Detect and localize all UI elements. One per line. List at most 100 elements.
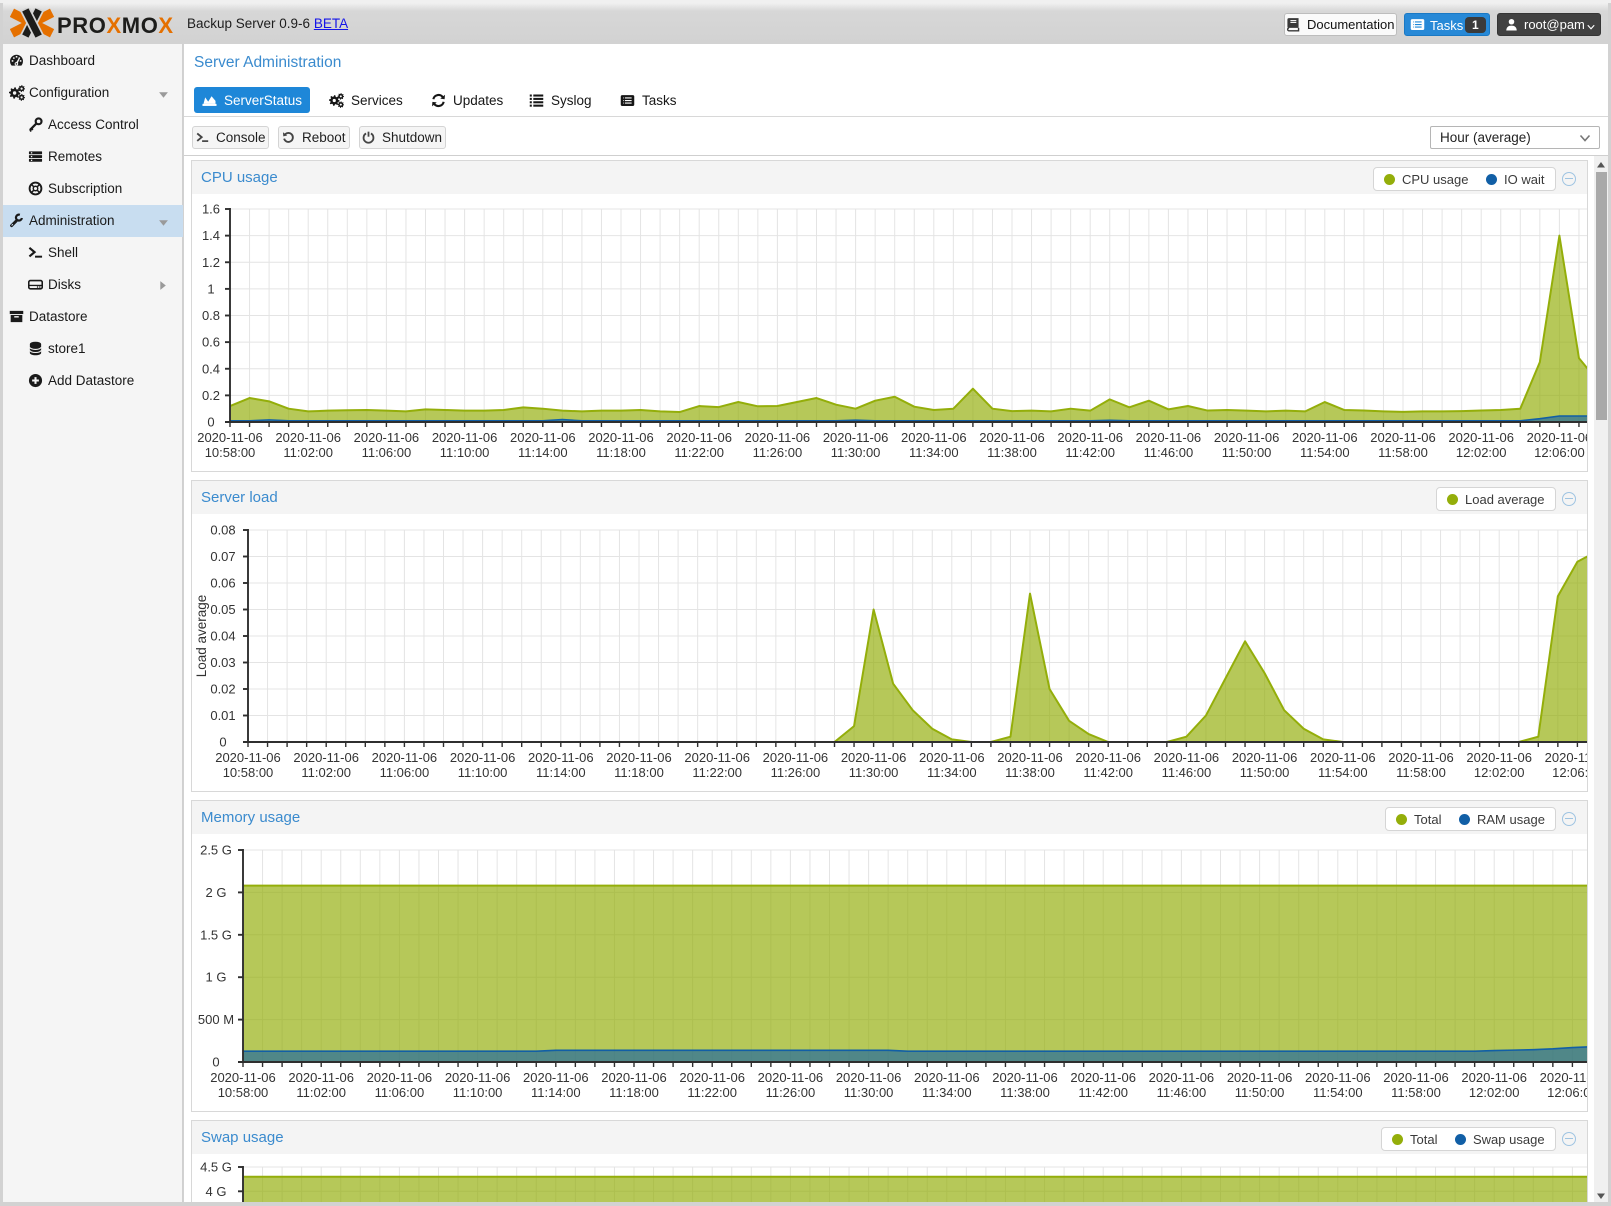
svg-text:2020-11-06: 2020-11-06: [841, 750, 907, 765]
svg-text:11:42:00: 11:42:00: [1065, 445, 1115, 460]
svg-text:11:02:00: 11:02:00: [296, 1085, 346, 1100]
svg-text:2020-11-06: 2020-11-06: [1383, 1070, 1449, 1085]
svg-text:11:18:00: 11:18:00: [609, 1085, 659, 1100]
svg-text:12:02:00: 12:02:00: [1474, 765, 1525, 780]
svg-text:10:58:00: 10:58:00: [218, 1085, 269, 1100]
svg-text:2020-11-06: 2020-11-06: [1154, 750, 1220, 765]
svg-text:11:50:00: 11:50:00: [1240, 765, 1290, 780]
svg-text:2020-11-06: 2020-11-06: [1232, 750, 1298, 765]
svg-text:2020-11-06: 2020-11-06: [914, 1070, 980, 1085]
svg-text:2020-11-06: 2020-11-06: [1527, 430, 1587, 445]
svg-text:2020-11-06: 2020-11-06: [992, 1070, 1058, 1085]
svg-text:2020-11-06: 2020-11-06: [197, 430, 263, 445]
svg-text:2020-11-06: 2020-11-06: [432, 430, 498, 445]
svg-text:2020-11-06: 2020-11-06: [1070, 1070, 1136, 1085]
svg-text:11:58:00: 11:58:00: [1396, 765, 1446, 780]
svg-text:11:34:00: 11:34:00: [922, 1085, 972, 1100]
svg-text:11:14:00: 11:14:00: [531, 1085, 581, 1100]
svg-text:2020-11-06: 2020-11-06: [823, 430, 889, 445]
svg-text:2020-11-06: 2020-11-06: [450, 750, 516, 765]
svg-text:10:58:00: 10:58:00: [205, 445, 256, 460]
svg-text:2020-11-06: 2020-11-06: [588, 430, 654, 445]
svg-text:1.6: 1.6: [202, 202, 220, 217]
svg-text:2020-11-06: 2020-11-06: [523, 1070, 589, 1085]
svg-text:11:46:00: 11:46:00: [1157, 1085, 1207, 1100]
svg-text:0.01: 0.01: [210, 708, 235, 723]
svg-text:2020-11-06: 2020-11-06: [1057, 430, 1123, 445]
svg-text:2020-11-06: 2020-11-06: [288, 1070, 354, 1085]
svg-text:2020-11-06: 2020-11-06: [758, 1070, 824, 1085]
svg-text:11:06:00: 11:06:00: [362, 445, 412, 460]
svg-text:1.5 G: 1.5 G: [200, 927, 232, 942]
svg-text:0.6: 0.6: [202, 335, 220, 350]
svg-text:11:30:00: 11:30:00: [844, 1085, 894, 1100]
svg-text:12:02:00: 12:02:00: [1456, 445, 1507, 460]
svg-text:11:22:00: 11:22:00: [692, 765, 742, 780]
svg-text:2020-11-06: 2020-11-06: [528, 750, 594, 765]
svg-text:11:14:00: 11:14:00: [536, 765, 586, 780]
svg-text:11:54:00: 11:54:00: [1318, 765, 1368, 780]
svg-text:2020-11-06: 2020-11-06: [901, 430, 967, 445]
svg-text:2020-11-06: 2020-11-06: [763, 750, 829, 765]
svg-text:2020-11-06: 2020-11-06: [1466, 750, 1532, 765]
svg-text:11:34:00: 11:34:00: [909, 445, 959, 460]
svg-text:11:26:00: 11:26:00: [766, 1085, 816, 1100]
svg-text:2020-11-06: 2020-11-06: [1370, 430, 1436, 445]
svg-text:2020-11-06: 2020-11-06: [445, 1070, 511, 1085]
svg-text:11:38:00: 11:38:00: [1005, 765, 1055, 780]
svg-text:2020-11-06: 2020-11-06: [919, 750, 985, 765]
svg-text:2020-11-06: 2020-11-06: [367, 1070, 433, 1085]
svg-text:0: 0: [207, 415, 214, 430]
svg-text:2020-11-06: 2020-11-06: [354, 430, 420, 445]
svg-text:11:26:00: 11:26:00: [753, 445, 803, 460]
svg-text:2020-11-06: 2020-11-06: [210, 1070, 276, 1085]
svg-text:2020-11-06: 2020-11-06: [666, 430, 732, 445]
svg-text:2020-11-06: 2020-11-06: [275, 430, 341, 445]
svg-text:11:42:00: 11:42:00: [1078, 1085, 1128, 1100]
svg-text:2020-11-06: 2020-11-06: [1075, 750, 1141, 765]
svg-text:0.2: 0.2: [202, 388, 220, 403]
svg-text:11:02:00: 11:02:00: [301, 765, 351, 780]
svg-text:2020-11-06: 2020-11-06: [745, 430, 811, 445]
svg-text:2020-11-06: 2020-11-06: [1540, 1070, 1587, 1085]
svg-text:0.06: 0.06: [210, 576, 235, 591]
svg-text:11:06:00: 11:06:00: [375, 1085, 425, 1100]
svg-text:12:06:00: 12:06:00: [1552, 765, 1587, 780]
svg-text:11:02:00: 11:02:00: [283, 445, 333, 460]
svg-text:2020-11-06: 2020-11-06: [1310, 750, 1376, 765]
svg-text:12:06:00: 12:06:00: [1547, 1085, 1587, 1100]
svg-text:500 M: 500 M: [198, 1012, 234, 1027]
svg-text:2020-11-06: 2020-11-06: [997, 750, 1063, 765]
svg-text:11:58:00: 11:58:00: [1378, 445, 1428, 460]
svg-text:Load average: Load average: [194, 595, 209, 678]
svg-text:11:58:00: 11:58:00: [1391, 1085, 1441, 1100]
svg-text:2.5 G: 2.5 G: [200, 843, 232, 858]
svg-text:2020-11-06: 2020-11-06: [1461, 1070, 1527, 1085]
svg-text:11:10:00: 11:10:00: [458, 765, 508, 780]
svg-text:2020-11-06: 2020-11-06: [1388, 750, 1454, 765]
svg-text:2020-11-06: 2020-11-06: [1136, 430, 1202, 445]
svg-text:1 G: 1 G: [206, 970, 227, 985]
svg-text:11:18:00: 11:18:00: [614, 765, 664, 780]
svg-text:2020-11-06: 2020-11-06: [679, 1070, 745, 1085]
svg-text:11:38:00: 11:38:00: [987, 445, 1037, 460]
svg-text:1.4: 1.4: [202, 228, 220, 243]
svg-text:11:54:00: 11:54:00: [1313, 1085, 1363, 1100]
svg-text:2020-11-06: 2020-11-06: [215, 750, 281, 765]
svg-text:1: 1: [207, 281, 214, 296]
svg-text:0: 0: [219, 735, 226, 750]
svg-text:11:22:00: 11:22:00: [674, 445, 724, 460]
svg-text:11:14:00: 11:14:00: [518, 445, 568, 460]
svg-text:2020-11-06: 2020-11-06: [684, 750, 750, 765]
svg-text:2020-11-06: 2020-11-06: [372, 750, 438, 765]
svg-text:11:46:00: 11:46:00: [1162, 765, 1212, 780]
svg-text:2020-11-06: 2020-11-06: [1545, 750, 1587, 765]
svg-text:10:58:00: 10:58:00: [223, 765, 274, 780]
svg-text:1.2: 1.2: [202, 255, 220, 270]
svg-text:12:06:00: 12:06:00: [1534, 445, 1585, 460]
svg-text:11:34:00: 11:34:00: [927, 765, 977, 780]
svg-text:11:42:00: 11:42:00: [1083, 765, 1133, 780]
svg-text:11:50:00: 11:50:00: [1235, 1085, 1285, 1100]
svg-text:11:26:00: 11:26:00: [771, 765, 821, 780]
svg-text:0.04: 0.04: [210, 629, 235, 644]
